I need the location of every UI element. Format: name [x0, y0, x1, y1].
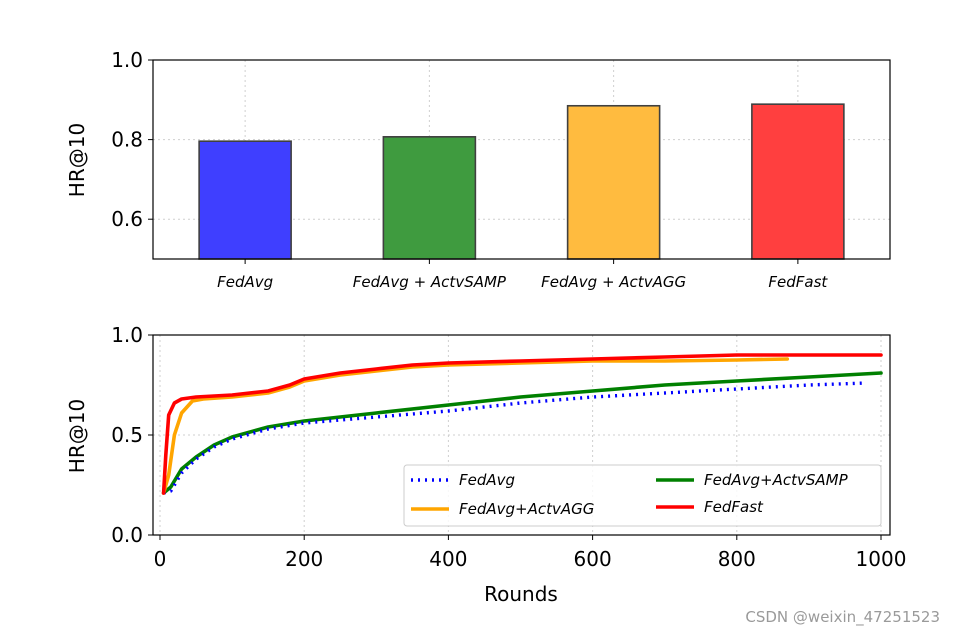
bar-1	[382, 136, 477, 260]
series-line-fedfast	[161, 353, 883, 495]
line-x-tick-label: 0	[154, 547, 167, 571]
line-chart-series	[161, 353, 883, 495]
line-chart-panel: 0.0 0.5 1.0 0 200 400 600 800 1000 HR@10 Rounds…	[65, 323, 906, 606]
bar-3	[751, 103, 845, 260]
line-x-tick-label: 800	[718, 547, 756, 571]
line-chart-legend: FedAvg FedAvg+ActvAGG FedAvg+ActvSAMP FedFa…	[403, 464, 882, 527]
line-x-tick-label: 200	[285, 547, 323, 571]
line-x-tick-label: 1000	[856, 547, 907, 571]
watermark: CSDN @weixin_47251523	[745, 608, 940, 627]
bar-category-label: FedAvg + ActvSAMP	[353, 273, 507, 291]
bar-y-tick-label: 1.0	[111, 48, 143, 72]
line-x-tick-label: 400	[429, 547, 467, 571]
bar-y-tick-label: 0.8	[111, 128, 143, 152]
legend-label: FedFast	[704, 498, 764, 516]
bar-chart-panel: 0.6 0.8 1.0 FedAvg FedAvg + ActvSAMP FedAvg …	[65, 48, 891, 291]
bar-0	[198, 140, 292, 260]
series-line-fedavg-actvagg	[161, 357, 790, 495]
bar-chart-y-ticks: 0.6 0.8 1.0	[111, 48, 153, 231]
line-chart-y-axis-label: HR@10	[65, 399, 89, 473]
line-chart-x-axis-label: Rounds	[484, 582, 558, 606]
line-y-tick-label: 1.0	[111, 323, 143, 347]
legend-label: FedAvg	[459, 471, 515, 489]
series-line-fedavg	[163, 381, 867, 495]
bar-chart-axes-frame	[152, 59, 891, 260]
line-y-tick-label: 0.0	[111, 523, 143, 547]
bar-category-label: FedAvg	[217, 273, 273, 291]
bar-category-label: FedAvg + ActvAGG	[541, 273, 686, 291]
legend-label: FedAvg+ActvAGG	[459, 500, 594, 518]
bar-chart-bars	[198, 103, 845, 260]
legend-box	[403, 464, 882, 527]
line-x-tick-label: 600	[574, 547, 612, 571]
bar-2	[566, 104, 661, 260]
line-chart-y-ticks: 0.0 0.5 1.0	[111, 323, 153, 547]
bar-y-tick-label: 0.6	[111, 207, 143, 231]
bar-category-label: FedFast	[768, 273, 828, 291]
line-y-tick-label: 0.5	[111, 423, 143, 447]
bar-chart-y-axis-label: HR@10	[65, 123, 89, 197]
series-line-fedavg-actvsamp	[161, 371, 883, 495]
line-chart-x-ticks: 0 200 400 600 800 1000	[154, 535, 907, 571]
bar-chart-x-ticks: FedAvg FedAvg + ActvSAMP FedAvg + ActvAGG F…	[217, 259, 828, 291]
legend-label: FedAvg+ActvSAMP	[704, 471, 849, 489]
